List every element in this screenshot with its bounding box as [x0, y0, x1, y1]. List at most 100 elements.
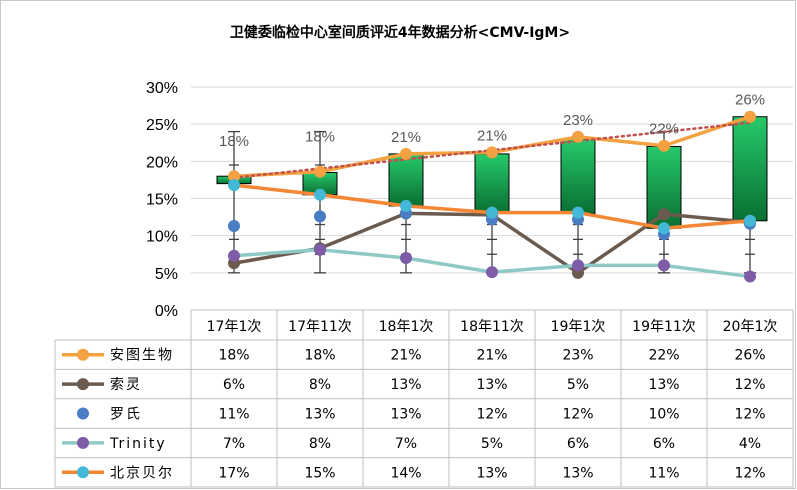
- table-cell: 7%: [223, 436, 245, 452]
- y-tick-label: 5%: [155, 266, 178, 283]
- series-marker-3: [314, 243, 326, 256]
- table-cell: 6%: [223, 377, 245, 393]
- legend-key-marker: [77, 348, 89, 361]
- table-cell: 10%: [648, 407, 679, 423]
- series-marker-0: [486, 146, 498, 159]
- legend-key-marker: [77, 378, 89, 391]
- table-cell: 21%: [390, 348, 421, 364]
- series-marker-0: [314, 165, 326, 178]
- table-header-label: 18年11次: [460, 319, 524, 335]
- table-cell: 21%: [476, 348, 507, 364]
- table-cell: 4%: [739, 436, 761, 452]
- legend-series-name: 罗氏: [110, 407, 142, 423]
- series-marker-3: [228, 249, 240, 262]
- table-cell: 13%: [390, 407, 421, 423]
- series-marker-0: [744, 110, 756, 123]
- legend-series-name: 北京贝尔: [110, 465, 174, 481]
- table-cell: 12%: [562, 407, 593, 423]
- table-cell: 12%: [476, 407, 507, 423]
- data-label: 22%: [649, 121, 679, 138]
- legend-series-name: 索灵: [110, 376, 142, 393]
- table-header-label: 20年1次: [723, 319, 778, 335]
- series-marker-4: [572, 206, 584, 219]
- y-tick-label: 25%: [146, 117, 178, 134]
- table-header-label: 17年11次: [288, 319, 352, 335]
- table-cell: 11%: [648, 465, 679, 481]
- table-cell: 12%: [734, 465, 765, 481]
- table-cell: 8%: [309, 377, 331, 393]
- series-marker-3: [486, 266, 498, 279]
- series-markers: [228, 110, 756, 283]
- y-tick-label: 30%: [146, 80, 178, 97]
- box: [560, 138, 596, 214]
- series-marker-1: [658, 208, 670, 221]
- series-marker-4: [314, 188, 326, 201]
- table-cell: 13%: [648, 377, 679, 393]
- data-label: 21%: [391, 129, 421, 146]
- series-marker-4: [400, 199, 412, 212]
- table-cell: 13%: [562, 465, 593, 481]
- table-cell: 12%: [734, 407, 765, 423]
- table-cell: 8%: [309, 436, 331, 452]
- legend-series-name: 安图生物: [110, 348, 174, 364]
- series-marker-3: [744, 270, 756, 283]
- data-labels: 18% 18% 21% 21% 23% 22% 26%: [219, 92, 765, 150]
- y-tick-label: 15%: [146, 192, 178, 209]
- table-cell: 11%: [218, 407, 249, 423]
- series-marker-3: [400, 251, 412, 264]
- table-cell: 13%: [476, 465, 507, 481]
- legend-key-marker: [77, 436, 89, 449]
- table-cell: 13%: [390, 377, 421, 393]
- table-cell: 18%: [304, 348, 335, 364]
- series-marker-4: [486, 206, 498, 219]
- series-marker-0: [228, 170, 240, 183]
- table-cell: 13%: [304, 407, 335, 423]
- table-cell: 5%: [567, 377, 589, 393]
- gridlines: [191, 86, 793, 274]
- series-marker-0: [400, 147, 412, 160]
- series-marker-3: [658, 259, 670, 272]
- table-cell: 23%: [562, 348, 593, 364]
- table-cell: 17%: [218, 465, 249, 481]
- data-label: 23%: [563, 112, 593, 129]
- box: [388, 153, 424, 207]
- series-marker-4: [744, 214, 756, 227]
- table-cell: 6%: [567, 436, 589, 452]
- y-tick-label: 0%: [155, 303, 178, 320]
- table-cell: 12%: [734, 377, 765, 393]
- table-cell: 26%: [734, 348, 765, 364]
- y-tick-label: 10%: [146, 229, 178, 246]
- y-tick-label: 20%: [146, 154, 178, 171]
- series-marker-2: [228, 220, 240, 233]
- series-marker-3: [572, 259, 584, 272]
- table-cell: 22%: [648, 348, 679, 364]
- table-cell: 13%: [476, 377, 507, 393]
- table-cell: 7%: [395, 436, 417, 452]
- table-cell: 5%: [481, 436, 503, 452]
- series-marker-0: [572, 130, 584, 143]
- series-marker-4: [228, 179, 240, 192]
- table-cell: 14%: [390, 465, 421, 481]
- box: [474, 153, 510, 214]
- legend-key-marker: [77, 407, 89, 420]
- table-cell: 6%: [653, 436, 675, 452]
- chart-title: 卫健委临检中心室间质评近4年数据分析<CMV-IgM>: [230, 24, 570, 41]
- data-label: 26%: [735, 92, 765, 109]
- data-label: 18%: [219, 133, 249, 150]
- series-marker-0: [658, 139, 670, 152]
- table-header-label: 19年1次: [551, 319, 606, 335]
- data-label: 18%: [305, 129, 335, 146]
- table-header-label: 18年1次: [379, 319, 434, 335]
- series-marker-4: [658, 222, 670, 235]
- data-table: 17年1次 17年11次 18年1次 18年11次 19年1次 19年11次 20年1次安图…: [54, 309, 794, 488]
- table-cell: 18%: [218, 348, 249, 364]
- table-header-label: 19年11次: [632, 319, 696, 335]
- legend-key-marker: [77, 466, 89, 479]
- y-axis-ticks: 0% 5% 10% 15% 20% 25% 30%: [146, 80, 178, 320]
- table-header-label: 17年1次: [207, 319, 262, 335]
- data-label: 21%: [477, 127, 507, 144]
- table-cell: 15%: [304, 465, 335, 481]
- box: [732, 116, 768, 222]
